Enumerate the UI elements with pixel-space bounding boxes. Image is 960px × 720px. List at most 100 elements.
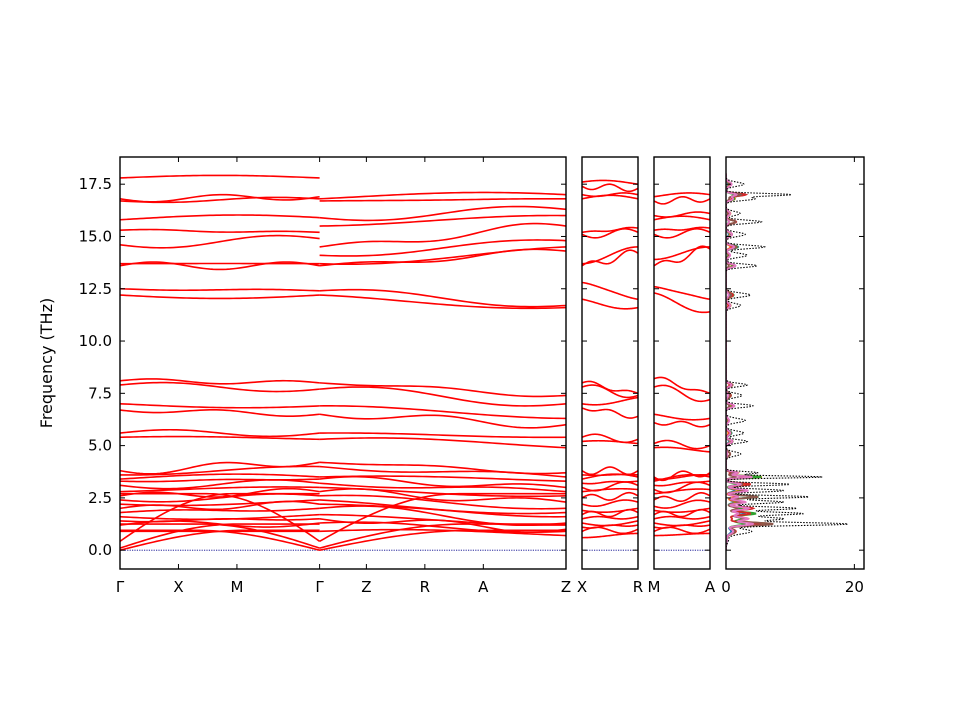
x-tick-label: A <box>478 578 489 596</box>
band-line <box>319 197 566 202</box>
band-line <box>319 437 566 449</box>
band-line <box>582 183 638 193</box>
band-line <box>654 481 710 494</box>
y-tick-label: 2.5 <box>88 489 112 507</box>
band-line <box>582 298 638 310</box>
y-tick-label: 7.5 <box>88 384 112 402</box>
band-line <box>319 499 566 515</box>
x-tick-label: Γ <box>116 578 125 596</box>
band-line <box>582 380 638 395</box>
y-tick-label: 10.0 <box>79 332 112 350</box>
band-line <box>654 473 710 481</box>
acoustic-band-line <box>319 529 566 551</box>
x-tick-label: Z <box>361 578 371 596</box>
band-line <box>319 405 566 420</box>
panel-frame <box>581 156 639 570</box>
band-line <box>582 515 638 520</box>
y-axis-label: Frequency (THz) <box>37 298 56 428</box>
band-line <box>654 285 710 301</box>
band-line <box>582 249 638 267</box>
acoustic-band-line <box>120 492 321 542</box>
band-line <box>120 486 320 493</box>
band-line <box>120 378 320 385</box>
band-line <box>120 409 320 417</box>
band-line <box>654 492 710 503</box>
band-line <box>120 428 320 438</box>
dos-frame <box>725 156 865 570</box>
band-line <box>120 214 320 221</box>
band-line <box>120 193 320 203</box>
band-line <box>654 376 710 395</box>
band-line <box>120 435 320 441</box>
band-line <box>654 499 710 509</box>
band-line <box>654 515 710 520</box>
band-line <box>319 432 566 439</box>
y-tick-label: 15.0 <box>79 227 112 245</box>
band-line <box>582 508 638 518</box>
band-line <box>582 499 638 508</box>
band-line <box>319 465 566 478</box>
band-line <box>582 226 638 234</box>
band-line <box>319 294 566 310</box>
band-line <box>654 228 710 239</box>
dos-panel: 0 20 <box>721 156 865 596</box>
band-line <box>654 413 710 421</box>
y-tick-label: 5.0 <box>88 437 112 455</box>
x-tick-label: Γ <box>315 578 324 596</box>
x-tick-label: M <box>648 578 661 596</box>
dos-x-tick-label: 0 <box>721 578 731 596</box>
y-tick-label: 0.0 <box>88 541 112 559</box>
band-line <box>654 507 710 514</box>
band-line <box>319 413 566 429</box>
band-line <box>319 191 566 200</box>
band-line <box>319 205 566 222</box>
band-line <box>582 532 638 539</box>
acoustic-band-line <box>120 523 320 549</box>
band-curves <box>582 179 638 551</box>
band-line <box>319 494 566 510</box>
band-line <box>319 482 566 493</box>
band-line <box>120 487 320 498</box>
band-line <box>654 245 710 267</box>
band-line <box>120 402 320 409</box>
band-line <box>319 382 566 398</box>
band-line <box>654 215 710 221</box>
band-curves <box>654 192 710 551</box>
band-line <box>319 288 566 308</box>
band-line <box>319 222 566 248</box>
band-line <box>120 381 320 393</box>
band-line <box>319 386 566 407</box>
dos-x-tick-label: 20 <box>845 578 864 596</box>
x-tick-label: M <box>230 578 243 596</box>
band-line <box>319 248 566 267</box>
band-line <box>654 532 710 537</box>
band-line <box>120 174 320 179</box>
band-line <box>582 179 638 185</box>
band-line <box>654 420 710 428</box>
band-line <box>120 234 320 249</box>
band-line <box>582 466 638 476</box>
band-line <box>582 407 638 419</box>
band-line <box>582 396 638 406</box>
band-line <box>120 499 320 507</box>
panel-frame <box>119 156 567 570</box>
band-line <box>120 294 320 300</box>
band-line <box>582 507 638 514</box>
band-line <box>582 281 638 301</box>
x-tick-label: R <box>420 578 430 596</box>
band-line <box>654 211 710 218</box>
band-line <box>654 226 710 231</box>
band-line <box>120 507 320 514</box>
band-line <box>654 446 710 453</box>
band-line <box>654 195 710 205</box>
band-line <box>654 246 710 261</box>
acoustic-band-line <box>120 529 320 551</box>
band-line <box>654 508 710 518</box>
band-line <box>582 520 638 527</box>
band-line <box>319 214 566 227</box>
acoustic-band-line <box>319 523 566 549</box>
band-curves <box>120 174 566 551</box>
